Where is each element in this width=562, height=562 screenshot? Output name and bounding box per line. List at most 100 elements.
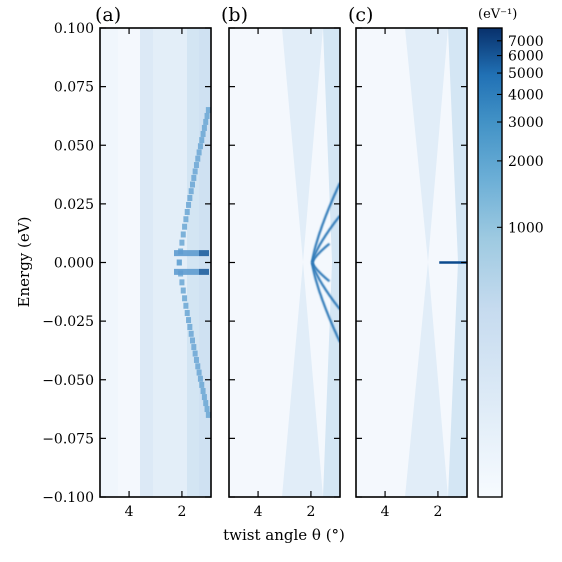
panel-a-branch-cell [197,143,203,150]
panel-a-branch-cell [186,201,192,208]
panel-b-branch-curve [311,182,340,263]
y-tick-label: 0.025 [54,197,94,213]
panel-b-branch-curve [311,262,340,311]
panel-a-branch-cell [201,394,207,401]
y-tick-label: 0.000 [54,256,94,272]
panel-b-heatmap [229,28,340,497]
panel-c: (c) [348,4,468,498]
y-tick-label: 0.050 [54,138,94,154]
panel-a-label: (a) [95,4,121,26]
panel-a-band-cell [184,268,189,275]
panel-b-features [311,182,340,343]
panel-b-cone [282,28,323,262]
panel-a-branch-cell [203,118,209,125]
y-tick-label: 0.075 [54,80,94,96]
panel-a-branch-cell [187,194,193,201]
x-tick-label: 2 [306,504,315,520]
panel-a-branch-cell [184,310,190,317]
panel-a-band-cell [189,268,194,275]
panel-a-band-cell [199,250,204,257]
x-axis-label: twist angle θ (°) [223,526,345,544]
panel-a-features [174,107,211,418]
panel-b: (b) [221,4,341,498]
panel-b-branch-curve [311,242,331,263]
panel-a-branch-cell [197,375,203,382]
y-tick-label: −0.050 [42,373,94,389]
panel-a-branch-cell [200,130,206,137]
panel-a-branch-cell [176,259,182,266]
panel-a-band-cell [204,268,209,275]
panel-a-branch-cell [192,350,198,357]
x-tick-label: 4 [254,504,263,520]
panel-a-branch-cell [182,223,188,230]
panel-a-band-cell [179,250,184,257]
x-tick-label: 4 [125,504,134,520]
panel-a-branch-cell [179,279,185,286]
panel-a: (a) [95,4,212,498]
colorbar-tick-label: 6000 [508,49,544,65]
panel-b-label: (b) [221,4,248,26]
panel-a-branch-cell [188,330,194,337]
panel-a-heatmap [100,28,211,497]
panel-a-branch-cell [182,295,188,302]
panel-a-branch-cell [205,411,211,418]
panel-a-branch-cell [199,381,205,388]
colorbar-tick-label: 5000 [508,66,544,82]
y-tick-label: 0.100 [54,21,94,37]
panel-a-band-cell [194,250,199,257]
panel-a-branch-cell [193,356,199,363]
panel-a-branch-cell [180,231,186,238]
panel-a-branch-cell [204,112,210,119]
panel-a-branch-cell [190,181,195,188]
x-tick-label: 2 [433,504,442,520]
y-tick-label: −0.075 [42,431,94,447]
panel-a-band-cell [184,250,189,257]
panel-c-cone [405,28,448,262]
panel-a-branch-cell [193,162,199,169]
panel-a-branch-cell [180,287,186,294]
panel-a-band-cell [179,268,184,275]
panel-b-branch-curve [311,262,340,343]
colorbar-unit-label: (eV⁻¹) [478,7,517,22]
panel-c-cone [405,262,448,497]
panel-a-band-cell [194,268,199,275]
panel-a-shade-strip [187,28,199,497]
panel-b-cone [282,262,323,497]
panel-a-branch-cell [188,188,194,195]
colorbar-gradient [477,27,503,498]
panel-a-branch-cell [192,168,198,175]
panel-b-branch-curve [311,214,340,263]
panel-a-branch-cell [179,239,185,246]
panel-a-branch-cell [199,137,205,144]
panel-a-branch-cell [205,107,211,114]
panel-a-branch-cell [204,406,210,413]
panel-b-branch-curve [311,262,331,283]
panel-a-branch-cell [195,363,201,370]
panel-a-branch-cell [190,337,195,344]
x-tick-label: 4 [381,504,390,520]
panel-a-band-cell [174,250,179,257]
panel-a-branch-cell [183,302,189,309]
y-tick-label: −0.025 [42,314,94,330]
colorbar-tick-label: 4000 [508,87,544,103]
panel-a-band-cell [199,268,204,275]
panel-a-band-cell [174,268,179,275]
panel-a-branch-cell [186,317,192,324]
panel-a-branch-cell [196,369,202,376]
panel-a-branch-cell [191,174,197,181]
colorbar-tick-label: 3000 [508,115,544,131]
panel-c-heatmap [356,28,467,497]
panel-a-branch-cell [200,388,206,395]
panel-a-branch-cell [187,324,193,331]
panel-a-shade-strip [153,28,187,497]
y-tick-label: −0.100 [42,490,94,506]
panel-a-branch-cell [196,149,202,156]
panel-a-shade-strip [140,28,153,497]
colorbar-tick-label: 1000 [508,220,544,236]
x-axis: 4 2 4 2 4 2 [125,28,442,520]
colorbar-tick-label: 2000 [508,154,544,170]
y-axis-label: Energy (eV) [15,217,33,308]
panel-a-branch-cell [183,216,189,223]
